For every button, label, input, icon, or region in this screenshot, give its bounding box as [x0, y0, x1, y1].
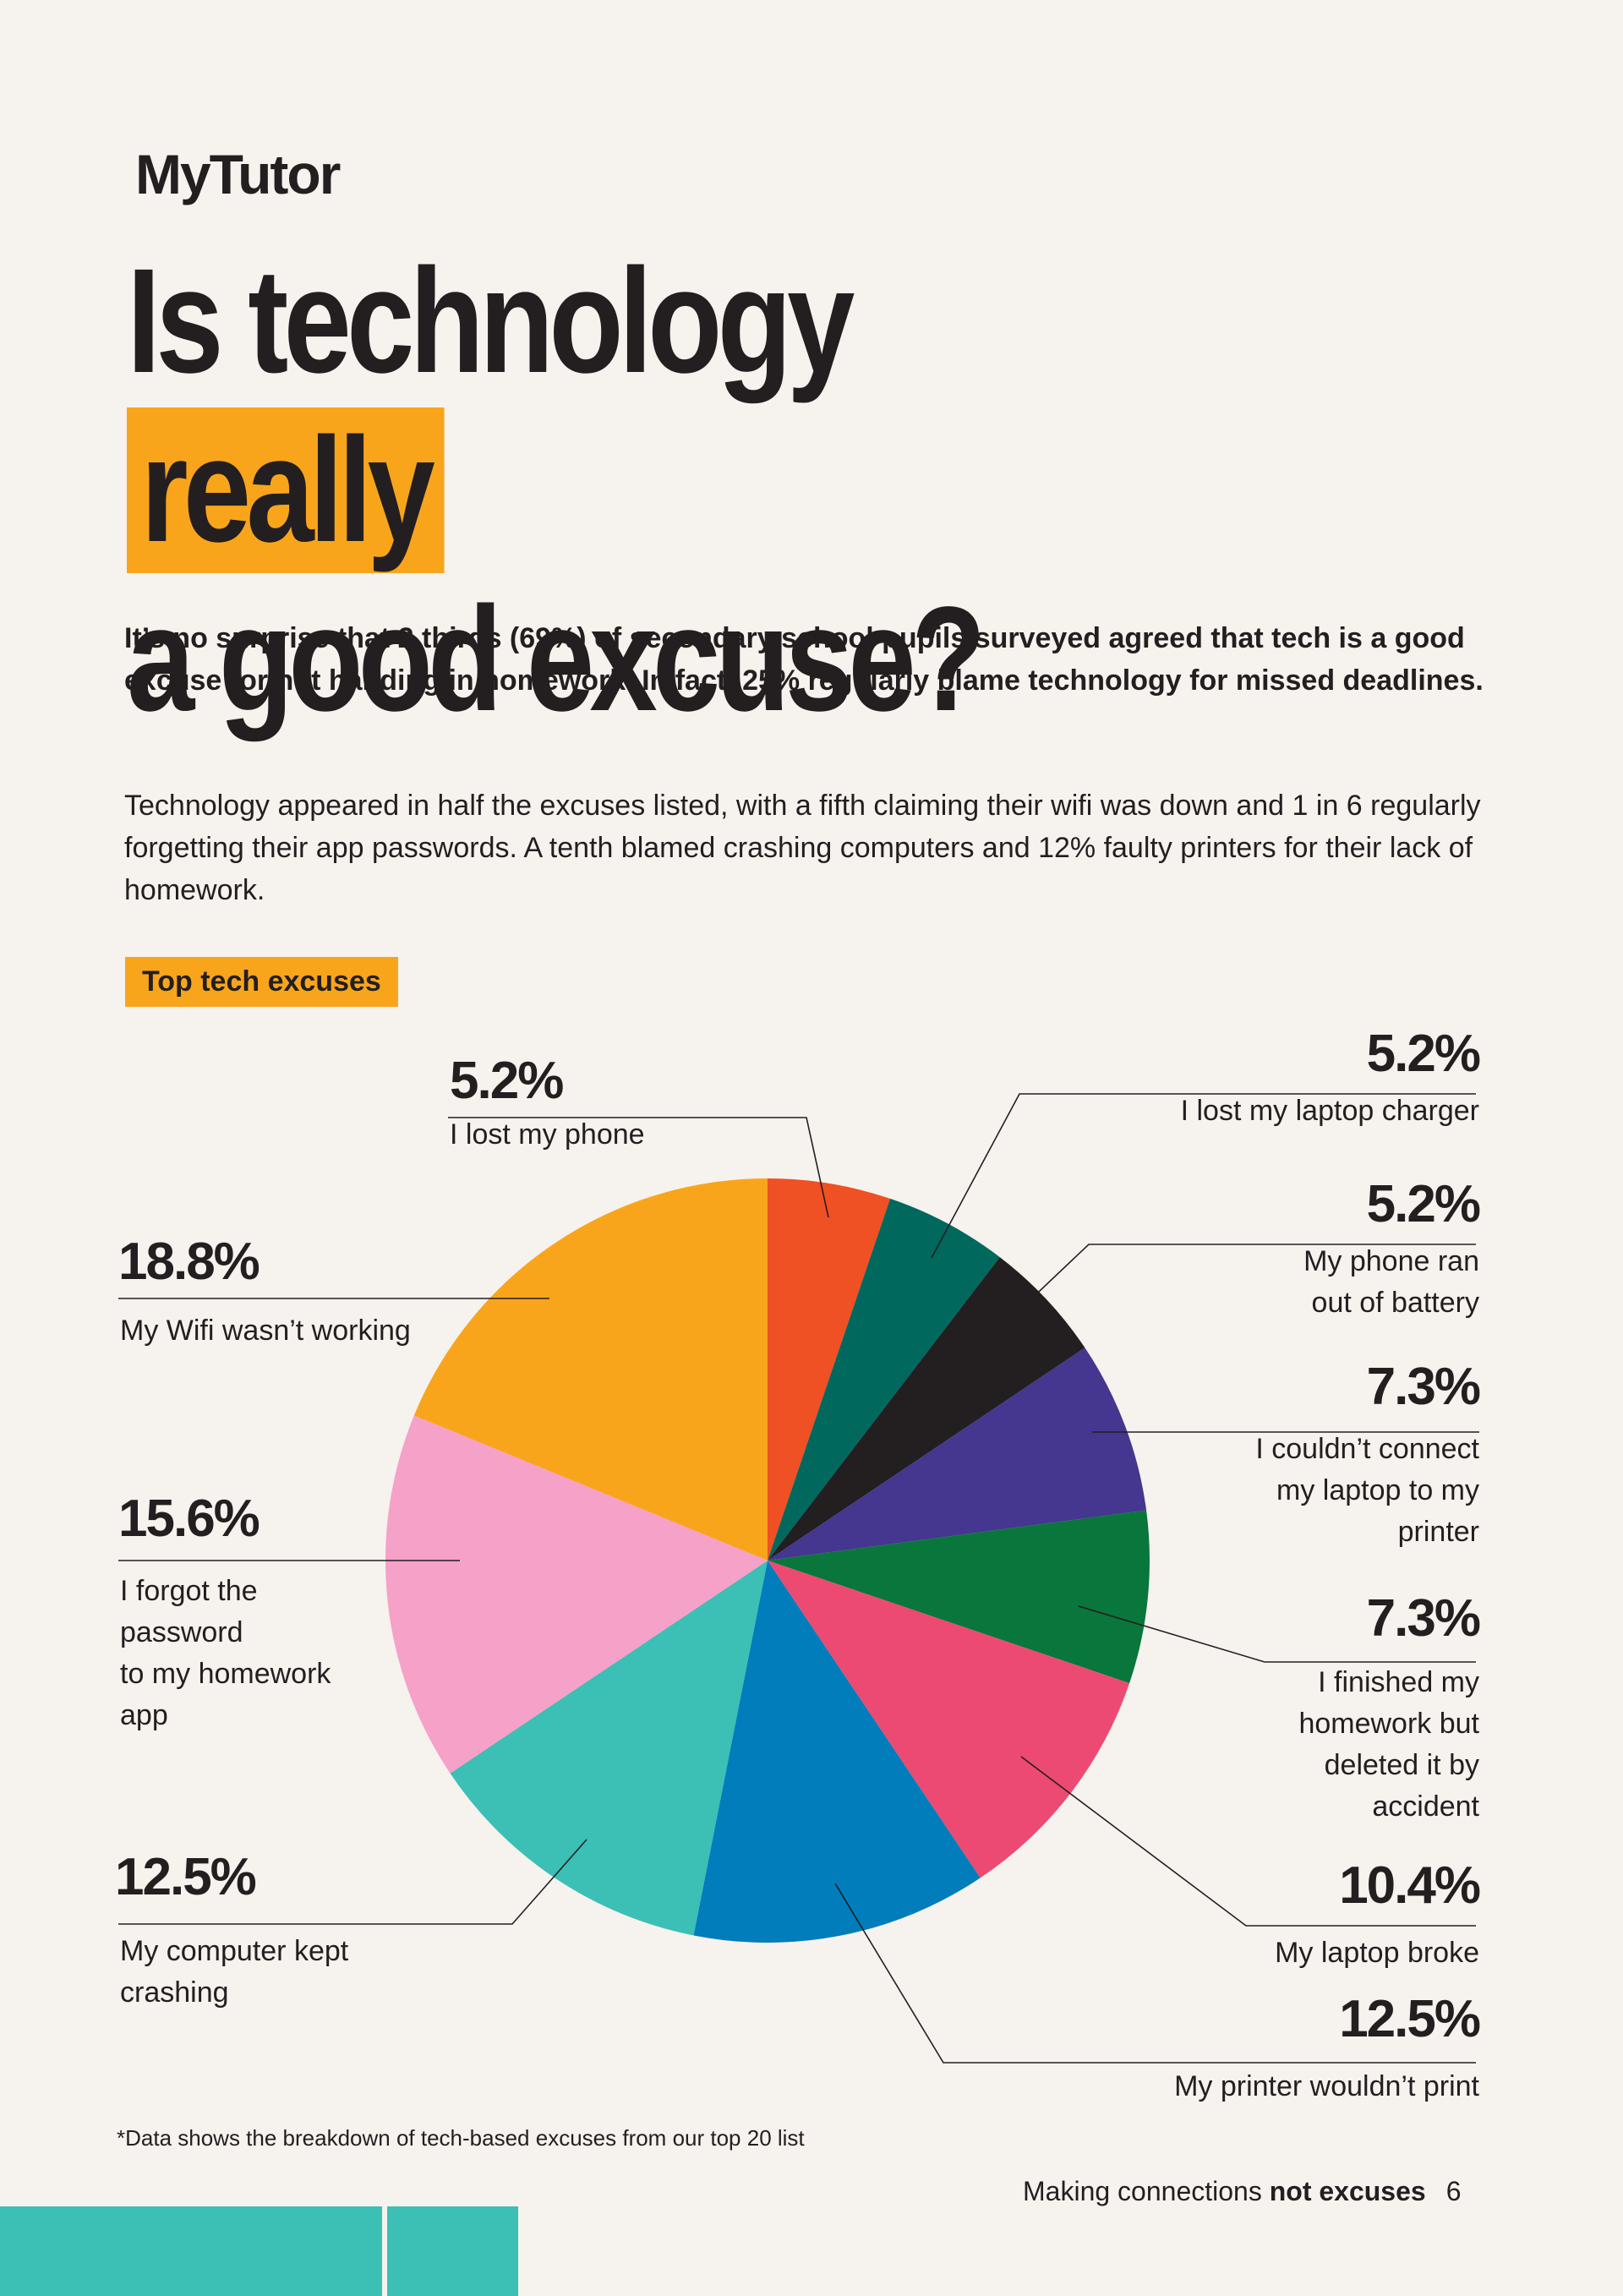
text-connect-printer-3: printer — [1397, 1516, 1479, 1548]
pct-phone-battery: 5.2% — [1366, 1175, 1481, 1233]
text-phone-battery-2: out of battery — [1311, 1287, 1479, 1319]
text-laptop-broke: My laptop broke — [1275, 1937, 1479, 1969]
leader-line-printer-print — [834, 1883, 1476, 2064]
label-deleted-homework: 7.3% I finished my homework but deleted … — [1057, 1589, 1481, 1828]
footer-text: Making connections — [1023, 2176, 1270, 2206]
pie-slice-deleted-homework — [768, 1510, 1150, 1684]
headline-highlight: really — [127, 407, 445, 573]
pie-slice-computer-crashing — [450, 1561, 768, 1936]
label-computer-crashing: 12.5% My computer kept crashing — [115, 1848, 348, 2014]
footnote: *Data shows the breakdown of tech-based … — [117, 2125, 805, 2151]
text-forgot-password-4: app — [120, 1699, 168, 1731]
pie-slice-wifi — [413, 1178, 768, 1561]
pct-laptop-broke: 10.4% — [1339, 1856, 1481, 1915]
pct-forgot-password: 15.6% — [118, 1490, 260, 1548]
label-laptop-broke: 10.4% My laptop broke — [1057, 1856, 1481, 1974]
text-computer-crashing-1: My computer kept — [120, 1935, 349, 1967]
pct-deleted-homework: 7.3% — [1366, 1589, 1481, 1648]
label-phone-battery: 5.2% My phone ran out of battery — [1057, 1175, 1481, 1324]
pct-computer-crashing: 12.5% — [115, 1848, 257, 1906]
pct-wifi: 18.8% — [118, 1233, 260, 1291]
pct-connect-printer: 7.3% — [1366, 1358, 1481, 1416]
text-forgot-password-3: to my homework — [120, 1658, 331, 1690]
text-wifi: My Wifi wasn’t working — [120, 1315, 411, 1347]
decor-bar-right — [387, 2206, 518, 2296]
pct-lost-charger: 5.2% — [1366, 1025, 1481, 1083]
leader-line-deleted-homework — [1078, 1605, 1476, 1663]
text-connect-printer-2: my laptop to my — [1276, 1474, 1479, 1506]
leader-line-phone-battery — [1022, 1244, 1476, 1308]
text-lost-charger: I lost my laptop charger — [1180, 1095, 1479, 1127]
headline-line-2: a good excuse? — [127, 577, 986, 742]
text-forgot-password-2: password — [120, 1616, 243, 1648]
page-headline: Is technology really a good excuse? — [127, 237, 1167, 744]
leader-line-computer-crashing — [118, 1839, 587, 1925]
label-lost-phone: 5.2% I lost my phone — [450, 1052, 645, 1156]
label-wifi: 18.8% My Wifi wasn’t working — [118, 1233, 411, 1352]
footer-bold: not excuses — [1269, 2176, 1426, 2206]
text-deleted-homework-4: accident — [1372, 1790, 1479, 1823]
text-deleted-homework-2: homework but — [1298, 1708, 1479, 1740]
decor-bar-left — [0, 2206, 382, 2296]
pct-lost-phone: 5.2% — [450, 1052, 564, 1110]
label-printer-print: 12.5% My printer wouldn’t print — [1057, 1990, 1481, 2107]
pie-slice-connect-printer — [768, 1348, 1147, 1561]
pie-slice-printer-print — [693, 1561, 981, 1943]
text-forgot-password-1: I forgot the — [120, 1575, 258, 1607]
pie-slice-phone-battery — [768, 1257, 1085, 1561]
page-number: 6 — [1445, 2176, 1462, 2206]
leader-line-laptop-broke — [1020, 1756, 1476, 1927]
pct-printer-print: 12.5% — [1339, 1990, 1481, 2048]
intro-paragraph: It’s no surprise that 2 thirds (69%) of … — [124, 622, 1484, 697]
text-phone-battery-1: My phone ran — [1303, 1245, 1479, 1277]
section-tag: Top tech excuses — [125, 957, 398, 1007]
body-paragraph: Technology appeared in half the excuses … — [124, 790, 1481, 906]
label-lost-charger: 5.2% I lost my laptop charger — [1057, 1025, 1481, 1132]
leader-line-lost-phone — [448, 1117, 829, 1218]
text-lost-phone: I lost my phone — [450, 1118, 645, 1151]
text-deleted-homework-1: I finished my — [1318, 1666, 1479, 1698]
pie-slice-lost-phone — [768, 1178, 891, 1561]
text-connect-printer-1: I couldn’t connect — [1255, 1433, 1479, 1465]
pie-slice-lost-charger — [768, 1198, 1000, 1561]
pie-slice-laptop-broke — [768, 1561, 1130, 1878]
text-computer-crashing-2: crashing — [120, 1976, 229, 2009]
text-printer-print: My printer wouldn’t print — [1174, 2070, 1479, 2102]
pie-slice-forgot-password — [385, 1415, 768, 1774]
label-forgot-password: 15.6% I forgot the password to my homewo… — [118, 1490, 331, 1736]
headline-part-1: Is technology — [127, 238, 855, 404]
mytutor-logo: MyTutor — [135, 143, 341, 205]
leader-line-lost-charger — [931, 1093, 1476, 1259]
text-deleted-homework-3: deleted it by — [1324, 1749, 1479, 1781]
page-footer: Making connections not excuses 6 — [1023, 2176, 1461, 2207]
label-connect-printer: 7.3% I couldn’t connect my laptop to my … — [1057, 1358, 1481, 1553]
